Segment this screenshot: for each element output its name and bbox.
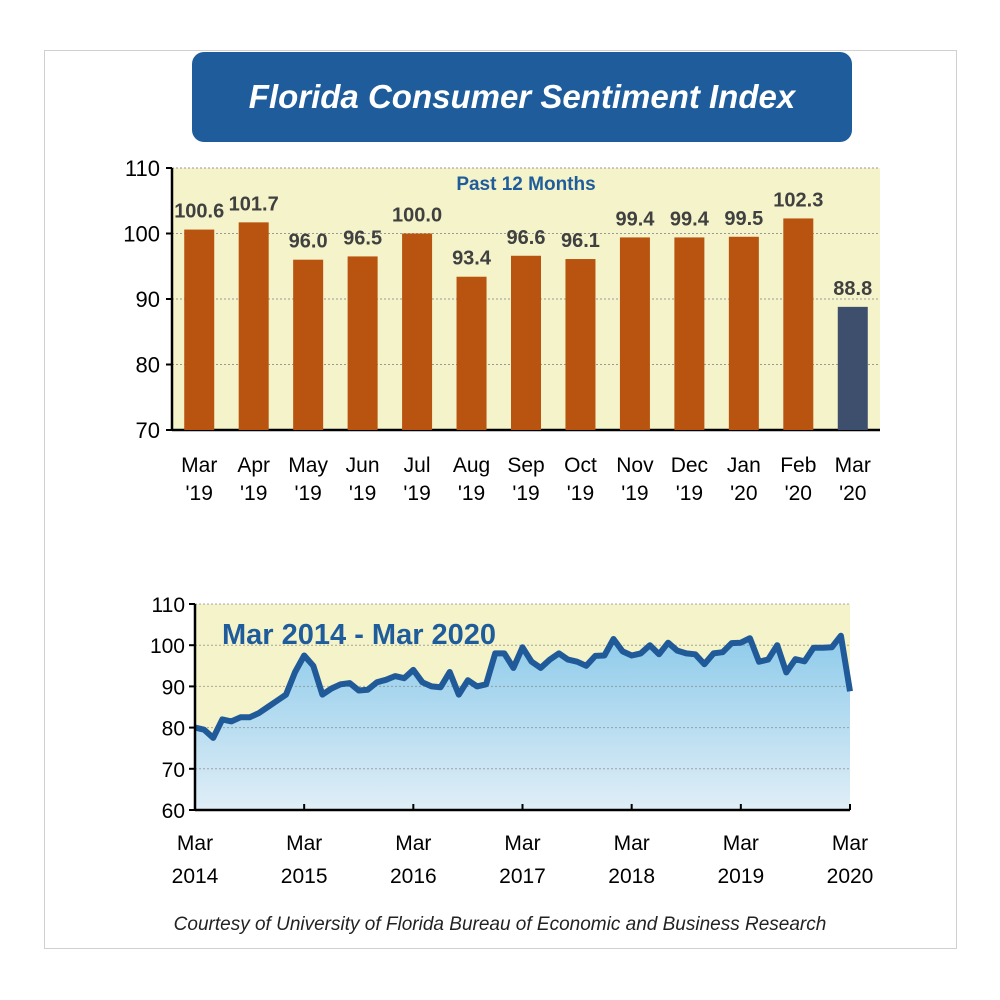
bar bbox=[238, 222, 269, 430]
bar-data-label: 96.0 bbox=[289, 231, 328, 253]
x-tick-label: Mar bbox=[504, 832, 540, 855]
x-tick-label: '19 bbox=[458, 482, 485, 505]
bar-data-label: 88.8 bbox=[833, 278, 872, 300]
bar-data-label: 99.4 bbox=[670, 208, 710, 230]
y-tick-label: 100 bbox=[150, 635, 185, 658]
y-tick-label: 100 bbox=[123, 222, 160, 247]
x-tick-label: Jul bbox=[404, 454, 431, 477]
bar bbox=[511, 255, 541, 430]
x-tick-label: Mar bbox=[177, 832, 213, 855]
x-tick-label: '19 bbox=[512, 482, 539, 505]
y-tick-label: 80 bbox=[136, 353, 160, 378]
bar bbox=[674, 237, 705, 430]
x-tick-label: 2016 bbox=[390, 865, 437, 888]
x-tick-label: Dec bbox=[671, 454, 708, 477]
x-tick-label: 2018 bbox=[608, 865, 655, 888]
bar-data-label: 101.7 bbox=[229, 193, 279, 215]
bar-data-label: 100.6 bbox=[174, 201, 224, 223]
y-tick-label: 70 bbox=[162, 759, 185, 782]
x-tick-label: '19 bbox=[621, 482, 648, 505]
x-tick-label: '19 bbox=[349, 482, 376, 505]
x-tick-label: '19 bbox=[403, 482, 430, 505]
x-tick-label: '19 bbox=[567, 482, 594, 505]
bar-data-label: 93.4 bbox=[452, 248, 492, 270]
bar-data-label: 99.4 bbox=[615, 208, 655, 230]
x-tick-label: Jan bbox=[727, 454, 761, 477]
x-tick-label: Jun bbox=[346, 454, 380, 477]
bar-data-label: 100.0 bbox=[392, 205, 442, 227]
x-tick-label: Mar bbox=[395, 832, 431, 855]
x-tick-label: Oct bbox=[564, 454, 597, 477]
x-tick-label: 2020 bbox=[827, 865, 874, 888]
series-line bbox=[194, 632, 853, 741]
x-tick-label: '20 bbox=[730, 482, 757, 505]
x-tick-label: Nov bbox=[616, 454, 654, 477]
bar-data-label: 99.5 bbox=[724, 208, 763, 230]
x-tick-label: Mar bbox=[286, 832, 322, 855]
x-tick-label: Mar bbox=[181, 454, 217, 477]
y-tick-label: 90 bbox=[162, 676, 185, 699]
x-tick-label: May bbox=[288, 454, 328, 477]
y-tick-label: 110 bbox=[152, 594, 185, 617]
x-tick-label: '19 bbox=[294, 482, 321, 505]
chart-title: Florida Consumer Sentiment Index bbox=[248, 78, 796, 115]
y-tick-label: 90 bbox=[136, 287, 160, 312]
y-tick-label: 70 bbox=[136, 418, 160, 443]
x-tick-label: 2014 bbox=[172, 865, 219, 888]
y-tick-label: 60 bbox=[162, 800, 185, 823]
area-chart-subtitle: Mar 2014 - Mar 2020 bbox=[222, 619, 496, 651]
bar bbox=[837, 306, 868, 430]
bar bbox=[293, 259, 324, 430]
x-tick-label: 2015 bbox=[281, 865, 328, 888]
x-tick-label: '20 bbox=[785, 482, 812, 505]
bar-data-label: 96.5 bbox=[343, 227, 382, 249]
bar bbox=[619, 237, 650, 430]
x-tick-label: 2019 bbox=[717, 865, 764, 888]
chart-title-banner: Florida Consumer Sentiment Index bbox=[192, 52, 852, 142]
bar bbox=[783, 218, 814, 430]
x-tick-label: Mar bbox=[723, 832, 759, 855]
chart-frame bbox=[44, 50, 957, 949]
bar bbox=[402, 233, 433, 430]
x-tick-label: 2017 bbox=[499, 865, 546, 888]
y-tick-label: 110 bbox=[125, 156, 160, 181]
bar-data-label: 96.1 bbox=[561, 230, 600, 252]
bar-data-label: 102.3 bbox=[773, 189, 823, 211]
x-tick-label: '19 bbox=[186, 482, 213, 505]
x-tick-label: '20 bbox=[839, 482, 866, 505]
bar bbox=[728, 236, 759, 430]
x-tick-label: Sep bbox=[507, 454, 544, 477]
x-tick-label: '19 bbox=[676, 482, 703, 505]
bar bbox=[565, 259, 596, 430]
x-tick-label: '19 bbox=[240, 482, 267, 505]
x-tick-label: Mar bbox=[614, 832, 650, 855]
bar-chart-subtitle: Past 12 Months bbox=[456, 174, 595, 195]
x-tick-label: Feb bbox=[780, 454, 816, 477]
bar-data-label: 96.6 bbox=[507, 227, 546, 249]
bar bbox=[456, 276, 487, 430]
x-tick-label: Mar bbox=[832, 832, 868, 855]
x-tick-label: Apr bbox=[237, 454, 270, 477]
bar bbox=[184, 229, 215, 430]
bar bbox=[347, 256, 378, 430]
area-fill bbox=[195, 635, 850, 810]
credit-text: Courtesy of University of Florida Bureau… bbox=[173, 914, 827, 935]
x-tick-label: Mar bbox=[835, 454, 871, 477]
y-tick-label: 80 bbox=[162, 718, 185, 741]
x-tick-label: Aug bbox=[453, 454, 490, 477]
